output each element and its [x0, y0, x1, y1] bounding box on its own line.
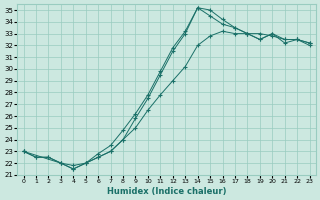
X-axis label: Humidex (Indice chaleur): Humidex (Indice chaleur): [107, 187, 226, 196]
